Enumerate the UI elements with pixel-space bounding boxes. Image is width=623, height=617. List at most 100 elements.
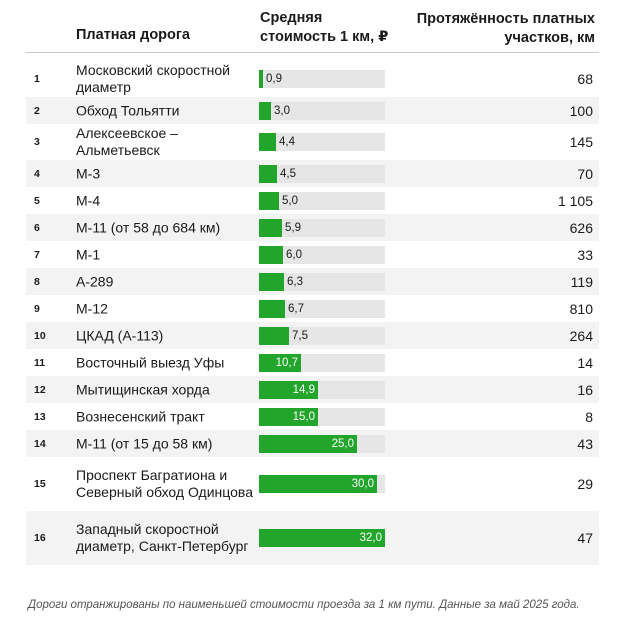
row-rank: 8 xyxy=(34,275,40,288)
table-row: 9 М-12 6,7 810 xyxy=(26,295,599,322)
cost-bar-track: 4,4 xyxy=(259,133,385,151)
length-value: 8 xyxy=(585,408,593,425)
column-header-length: Протяжённость платных участков, км xyxy=(417,10,595,48)
cost-bar-track: 15,0 xyxy=(259,407,385,426)
cost-bar-track: 32,0 xyxy=(259,529,385,547)
road-name: Московский скоростной диаметр xyxy=(76,62,230,95)
cost-bar xyxy=(259,272,284,291)
cost-bar xyxy=(259,434,357,453)
cost-bar-track: 0,9 xyxy=(259,70,385,88)
table-row: 14 М-11 (от 15 до 58 км) 25,0 43 xyxy=(26,430,599,457)
cost-bar xyxy=(259,70,263,88)
cost-bar-track: 5,9 xyxy=(259,218,385,237)
cost-bar-track: 7,5 xyxy=(259,326,385,345)
table-row: 13 Вознесенский тракт 15,0 8 xyxy=(26,403,599,430)
cost-label: 5,0 xyxy=(282,194,298,207)
length-value: 100 xyxy=(569,102,593,119)
length-value: 43 xyxy=(577,435,593,452)
road-name: А-289 xyxy=(76,273,114,289)
footnote: Дороги отранжированы по наименьшей стоим… xyxy=(28,599,580,611)
table-row: 7 М-1 6,0 33 xyxy=(26,241,599,268)
cost-label: 6,3 xyxy=(287,275,303,288)
table-row: 6 М-11 (от 58 до 684 км) 5,9 626 xyxy=(26,214,599,241)
column-header-road: Платная дорога xyxy=(76,27,190,43)
cost-label: 15,0 xyxy=(292,410,315,423)
cost-bar-track: 6,3 xyxy=(259,272,385,291)
length-value: 264 xyxy=(569,327,593,344)
row-rank: 3 xyxy=(34,136,40,148)
road-name: Западный скоростной диаметр, Санкт-Петер… xyxy=(76,521,249,554)
cost-label: 14,9 xyxy=(292,383,315,396)
cost-bar-track: 14,9 xyxy=(259,380,385,399)
cost-label: 7,5 xyxy=(292,329,308,342)
row-rank: 7 xyxy=(34,248,40,261)
cost-bar xyxy=(259,133,276,151)
row-rank: 14 xyxy=(34,437,46,450)
road-name: Восточный выезд Уфы xyxy=(76,354,225,370)
cost-label: 5,9 xyxy=(285,221,301,234)
cost-bar xyxy=(259,407,318,426)
cost-bar xyxy=(259,529,385,547)
cost-label: 4,5 xyxy=(280,167,296,180)
cost-bar-track: 10,7 xyxy=(259,353,385,372)
cost-label: 4,4 xyxy=(279,136,295,148)
cost-bar xyxy=(259,299,285,318)
table-header: Платная дорога Средняя стоимость 1 км, ₽… xyxy=(0,0,623,50)
column-header-length-line2: участков, км xyxy=(504,30,595,46)
column-header-length-line1: Протяжённость платных xyxy=(416,11,595,27)
road-name: М-11 (от 58 до 684 км) xyxy=(76,219,221,235)
cost-bar xyxy=(259,326,289,345)
cost-bar xyxy=(259,475,377,493)
table-row: 15 Проспект Багратиона и Северный обход О… xyxy=(26,457,599,511)
road-name: М-1 xyxy=(76,246,101,262)
length-value: 68 xyxy=(577,71,593,87)
row-rank: 11 xyxy=(34,356,46,369)
cost-label: 3,0 xyxy=(274,104,290,117)
row-rank: 9 xyxy=(34,302,40,315)
road-name: М-4 xyxy=(76,192,101,208)
row-rank: 15 xyxy=(34,478,46,490)
length-value: 810 xyxy=(569,300,593,317)
cost-bar-track: 3,0 xyxy=(259,101,385,120)
road-name: Вознесенский тракт xyxy=(76,408,205,424)
cost-bar xyxy=(259,164,277,183)
column-header-cost-line1: Средняя xyxy=(260,10,323,26)
cost-bar-track: 5,0 xyxy=(259,191,385,210)
length-value: 47 xyxy=(577,530,593,546)
length-value: 14 xyxy=(577,354,593,371)
cost-label: 10,7 xyxy=(275,356,298,369)
table-row: 10 ЦКАД (А-113) 7,5 264 xyxy=(26,322,599,349)
cost-bar xyxy=(259,245,283,264)
row-rank: 13 xyxy=(34,410,46,423)
row-rank: 2 xyxy=(34,104,40,117)
length-value: 29 xyxy=(577,476,593,492)
length-value: 119 xyxy=(570,273,593,290)
cost-bar-track: 6,0 xyxy=(259,245,385,264)
cost-bar xyxy=(259,191,279,210)
cost-label: 30,0 xyxy=(351,478,374,490)
row-rank: 1 xyxy=(34,73,40,85)
table-row: 1 Московский скоростной диаметр 0,9 68 xyxy=(26,61,599,97)
row-rank: 4 xyxy=(34,167,40,180)
cost-bar-track: 30,0 xyxy=(259,475,385,493)
length-value: 145 xyxy=(569,134,593,150)
cost-bar xyxy=(259,218,282,237)
cost-label: 6,0 xyxy=(286,248,302,261)
road-name: Алексеевское – Альметьевск xyxy=(76,125,178,158)
road-name: Проспект Багратиона и Северный обход Оди… xyxy=(76,467,253,500)
cost-bar xyxy=(259,101,271,120)
table-row: 11 Восточный выезд Уфы 10,7 14 xyxy=(26,349,599,376)
row-rank: 12 xyxy=(34,383,46,396)
length-value: 1 105 xyxy=(557,192,593,209)
length-value: 70 xyxy=(577,165,593,182)
row-rank: 6 xyxy=(34,221,40,234)
row-rank: 16 xyxy=(34,532,46,544)
cost-bar-track: 25,0 xyxy=(259,434,385,453)
table-row: 16 Западный скоростной диаметр, Санкт-Пет… xyxy=(26,511,599,565)
road-name: М-11 (от 15 до 58 км) xyxy=(76,435,213,451)
table-row: 2 Обход Тольятти 3,0 100 xyxy=(26,97,599,124)
road-name: Обход Тольятти xyxy=(76,102,180,118)
cost-bar xyxy=(259,353,301,372)
road-name: М-3 xyxy=(76,165,101,181)
column-header-cost-line2: стоимость 1 км, ₽ xyxy=(260,29,389,45)
